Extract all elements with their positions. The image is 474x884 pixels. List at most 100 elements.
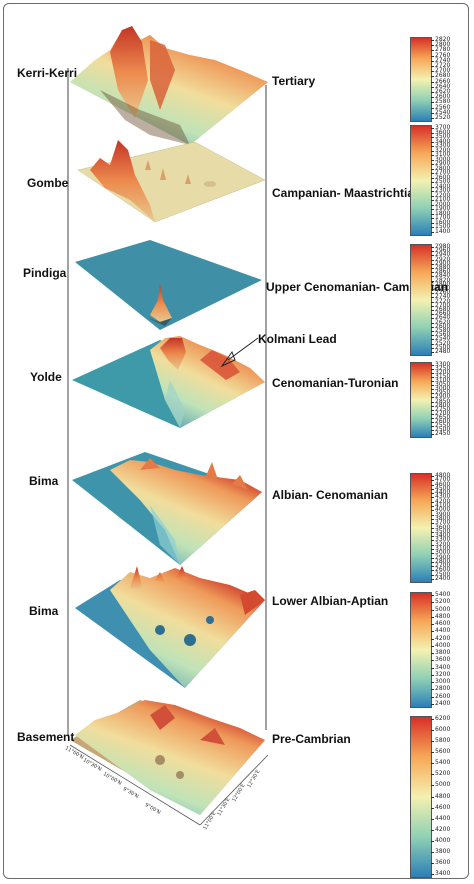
- colorbar-tick-label: 2450: [430, 430, 451, 437]
- colorbar-tick-label: 3400: [430, 870, 451, 877]
- colorbar-tick-label: 2700: [430, 409, 451, 417]
- colorbar-4: [410, 473, 432, 583]
- axis-tick-lat-3: 9°30'N: [121, 786, 140, 800]
- colorbar-tick-label: 4400: [430, 627, 451, 635]
- colorbar-tick-label: 2400: [430, 182, 451, 190]
- colorbar-tick-label: 2620: [430, 88, 451, 95]
- colorbar-tick-label: 2900: [430, 553, 451, 561]
- colorbar-tick-label: 2660: [430, 77, 451, 85]
- colorbar-tick-label: 2820: [430, 276, 451, 284]
- surface-bima-aptian: [75, 566, 265, 688]
- colorbar-tick-label: 2800: [430, 164, 451, 172]
- colorbar-tick-label: 2750: [430, 405, 451, 413]
- colorbar-tick-label: 3200: [430, 369, 451, 377]
- colorbar-tick-label: 2700: [430, 562, 451, 570]
- surface-bima-albian: [72, 452, 262, 565]
- colorbar-tick-label: 4000: [430, 506, 451, 514]
- right-label-cenomanian-turonian: Cenomanian-Turonian: [272, 376, 399, 390]
- colorbar-tick-label: 2840: [430, 272, 451, 280]
- colorbar-tick-label: 3800: [430, 847, 451, 855]
- colorbar-tick-label: 2500: [430, 178, 451, 186]
- colorbar-tick-label: 2500: [430, 425, 451, 433]
- colorbar-tick-label: 2580: [430, 98, 451, 106]
- colorbar-1: [410, 125, 432, 236]
- colorbar-tick-label: 2540: [430, 335, 451, 343]
- colorbar-tick-label: 2540: [430, 108, 451, 116]
- colorbar-tick-label: 2600: [430, 417, 451, 425]
- colorbar-tick-label: 3000: [430, 678, 451, 686]
- colorbar-tick-label: 5800: [430, 737, 451, 745]
- left-label-bima-2: Bima: [29, 604, 59, 618]
- colorbar-tick-label: 1700: [430, 214, 451, 222]
- colorbar-tick-label: 2760: [430, 51, 451, 59]
- figure-frame: [3, 3, 469, 879]
- colorbar-5: [410, 592, 432, 708]
- colorbar-tick-label: 2580: [430, 327, 451, 334]
- colorbar-tick-label: 4100: [430, 502, 451, 510]
- colorbar-tick-label: 2400: [430, 575, 451, 582]
- colorbar-tick-label: 6200: [430, 715, 451, 722]
- colorbar-tick-label: 3900: [430, 510, 451, 518]
- colorbar-tick-label: 2560: [430, 331, 451, 339]
- colorbar-tick-label: 2900: [430, 160, 451, 168]
- colorbar-tick-label: 5000: [430, 781, 451, 789]
- colorbar-tick-label: 2680: [430, 72, 451, 80]
- colorbar-tick-label: 2680: [430, 306, 451, 313]
- surface-pindiga: [75, 240, 262, 330]
- right-label-upper-cenomanian-campanian: Upper Cenomanian- Campanian: [266, 280, 449, 294]
- kolmani-lead-arrow: [220, 337, 259, 368]
- colorbar-tick-label: 2400: [430, 700, 451, 707]
- colorbar-tick-label: 3100: [430, 544, 451, 552]
- colorbar-tick-label: 2800: [430, 280, 451, 288]
- colorbar-tick-label: 2560: [430, 103, 451, 111]
- colorbar-tick-label: 5200: [430, 770, 451, 778]
- colorbar-tick-label: 4200: [430, 634, 451, 642]
- axis-tick-lon-3: 12°30'E: [246, 768, 262, 790]
- colorbar-tick-label: 2880: [430, 264, 451, 271]
- right-label-lower-albian-aptian: Lower Albian-Aptian: [272, 594, 389, 608]
- colorbar-tick-label: 2900: [430, 393, 451, 401]
- colorbar-tick-label: 2200: [430, 191, 451, 199]
- colorbar-tick-label: 3600: [430, 858, 451, 866]
- colorbar-tick-label: 2600: [430, 322, 451, 330]
- colorbar-2: [410, 244, 432, 356]
- colorbar-tick-label: 2860: [430, 268, 451, 276]
- colorbar-tick-label: 1800: [430, 209, 451, 217]
- right-label-pre-cambrian: Pre-Cambrian: [272, 732, 351, 746]
- colorbar-tick-label: 2920: [430, 255, 451, 263]
- colorbar-tick-label: 4000: [430, 641, 451, 649]
- surface-gombe: [77, 140, 266, 223]
- colorbar-tick-label: 2600: [430, 93, 451, 101]
- colorbar-tick-label: 2100: [430, 196, 451, 204]
- colorbar-tick-label: 3400: [430, 532, 451, 540]
- colorbar-tick-label: 4800: [430, 472, 451, 479]
- colorbar-tick-label: 1400: [430, 228, 451, 235]
- colorbar-tick-label: 3400: [430, 137, 451, 145]
- colorbar-tick-label: 4500: [430, 484, 451, 492]
- colorbar-tick-label: 2640: [430, 314, 451, 322]
- colorbar-tick-label: 2480: [430, 348, 451, 355]
- colorbar-tick-label: 2780: [430, 46, 451, 54]
- colorbar-tick-label: 2700: [430, 67, 451, 75]
- surface-yolde: [72, 336, 265, 428]
- colorbar-tick-label: 2800: [430, 401, 451, 409]
- base-axis-left-ticks: 11°00'N 10°30'N 10°00'N 9°30'N 9°00'N: [64, 745, 204, 828]
- right-label-campanian-maastrichtian: Campanian- Maastrichtian: [272, 186, 422, 200]
- colorbar-tick-label: 3400: [430, 663, 451, 671]
- surface-kerri-kerri: [70, 26, 268, 145]
- colorbar-tick-label: 2520: [430, 339, 451, 347]
- colorbar-6: [410, 716, 432, 878]
- axis-tick-lon-0: 11°00'E: [202, 810, 218, 832]
- colorbar-tick-label: 4200: [430, 497, 451, 505]
- colorbar-tick-label: 3100: [430, 151, 451, 159]
- left-label-pindiga: Pindiga: [23, 266, 67, 280]
- colorbar-tick-label: 4800: [430, 792, 451, 800]
- colorbar-tick-label: 5000: [430, 605, 451, 613]
- colorbar-tick-label: 3300: [430, 361, 451, 368]
- colorbar-tick-label: 3200: [430, 540, 451, 548]
- colorbar-tick-label: 1900: [430, 205, 451, 213]
- colorbar-tick-label: 4800: [430, 612, 451, 620]
- colorbar-tick-label: 2720: [430, 297, 451, 305]
- colorbar-tick-label: 1600: [430, 218, 451, 226]
